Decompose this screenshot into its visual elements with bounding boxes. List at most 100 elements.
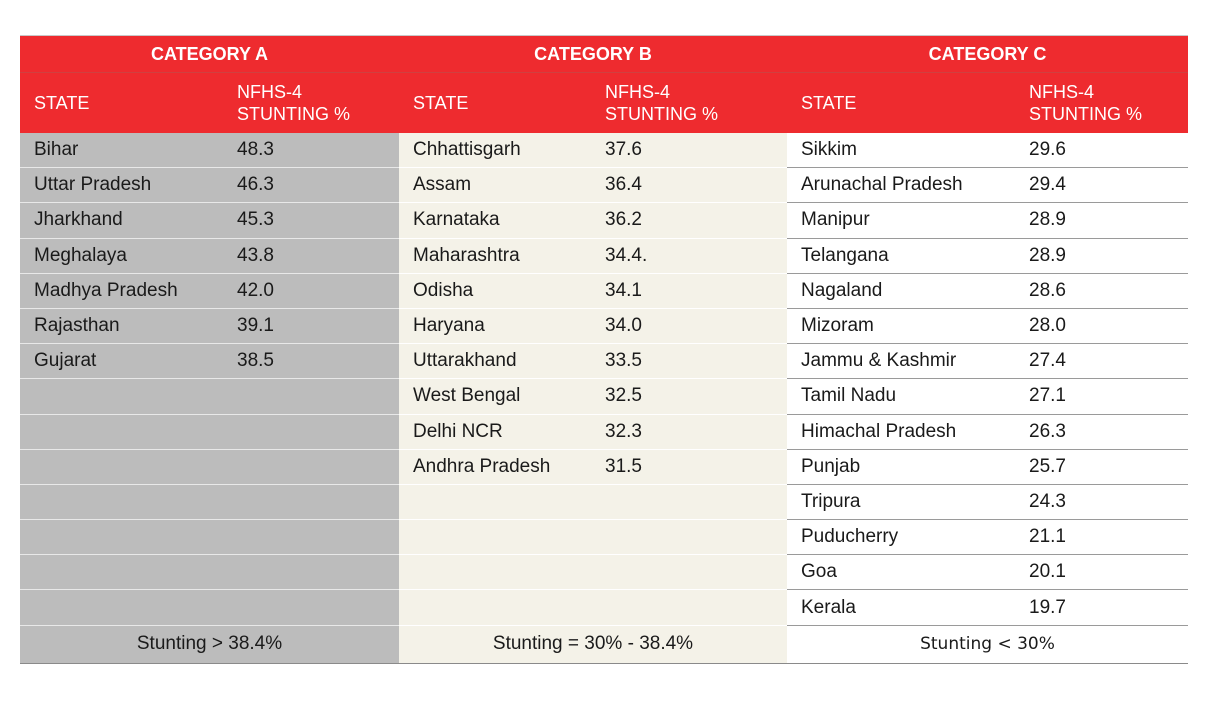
state-a-cell: Bihar <box>20 133 224 169</box>
col-header-stunting-a-line2: STUNTING % <box>237 104 351 124</box>
stunting-b-cell: 31.5 <box>592 449 787 485</box>
state-c-cell: Jammu & Kashmir <box>787 344 1015 380</box>
stunting-b-cell <box>592 590 787 626</box>
state-a-cell <box>20 484 224 521</box>
state-b-cell: Uttarakhand <box>399 344 592 380</box>
col-header-stunting-b-line2: STUNTING % <box>605 104 719 124</box>
state-b-cell <box>399 520 592 556</box>
table-row: Gujarat 38.5 Uttarakhand 33.5 Jammu & Kashmi… <box>20 344 1188 380</box>
state-b-cell <box>399 484 592 521</box>
state-c-cell: Goa <box>787 555 1015 591</box>
state-b-cell: Odisha <box>399 273 592 309</box>
table-row: Delhi NCR 32.3 Himachal Pradesh 26.3 <box>20 414 1188 450</box>
column-header-row: STATE NFHS-4 STUNTING % STATE NFHS-4 STUNT… <box>20 72 1188 133</box>
stunting-c-cell: 28.9 <box>1015 203 1188 239</box>
state-a-cell <box>20 379 224 415</box>
state-a-cell: Rajasthan <box>20 308 224 345</box>
state-a-cell <box>20 520 224 556</box>
stunting-c-cell: 26.3 <box>1015 414 1188 450</box>
state-a-cell: Jharkhand <box>20 203 224 239</box>
stunting-b-cell: 34.1 <box>592 273 787 309</box>
col-header-state-a: STATE <box>34 92 90 113</box>
category-a-title: CATEGORY A <box>150 43 268 64</box>
stunting-c-cell: 25.7 <box>1015 449 1188 485</box>
state-c-cell: Manipur <box>787 203 1015 239</box>
state-b-cell: Haryana <box>399 308 592 345</box>
stunting-c-cell: 29.4 <box>1015 168 1188 204</box>
table-row: West Bengal 32.5 Tamil Nadu 27.1 <box>20 379 1188 415</box>
stunting-a-cell <box>224 520 399 556</box>
stunting-b-cell: 33.5 <box>592 344 787 380</box>
state-c-cell: Himachal Pradesh <box>787 414 1015 450</box>
col-header-stunting-c-line2: STUNTING % <box>1029 104 1143 124</box>
stunting-c-cell: 27.4 <box>1015 344 1188 380</box>
col-header-state-b: STATE <box>413 92 469 113</box>
table-body: Bihar 48.3 Chhattisgarh 37.6 Sikkim 29.6 Uttar… <box>20 133 1188 626</box>
stunting-a-cell: 42.0 <box>224 273 399 309</box>
footer-row: Stunting > 38.4% Stunting = 30% - 38.4% … <box>20 625 1188 664</box>
stunting-b-cell: 32.5 <box>592 379 787 415</box>
table-row: Andhra Pradesh 31.5 Punjab 25.7 <box>20 449 1188 485</box>
state-c-cell: Tripura <box>787 484 1015 521</box>
footer-category-a: Stunting > 38.4% <box>20 625 399 663</box>
stunting-a-cell: 48.3 <box>224 133 399 169</box>
stunting-c-cell: 29.6 <box>1015 133 1188 169</box>
col-header-stunting-c-line1: NFHS-4 <box>1029 82 1095 102</box>
state-b-cell: Andhra Pradesh <box>399 449 592 485</box>
category-header-row: CATEGORY A CATEGORY B CATEGORY C <box>20 35 1188 72</box>
table-row: Uttar Pradesh 46.3 Assam 36.4 Arunachal Prad… <box>20 168 1188 204</box>
stunting-b-cell: 36.2 <box>592 203 787 239</box>
state-b-cell <box>399 555 592 591</box>
state-c-cell: Mizoram <box>787 308 1015 345</box>
stunting-c-cell: 21.1 <box>1015 520 1188 556</box>
state-a-cell <box>20 449 224 485</box>
stunting-b-cell <box>592 520 787 556</box>
stunting-b-cell: 36.4 <box>592 168 787 204</box>
table-row: Meghalaya 43.8 Maharashtra 34.4. Telangana 28… <box>20 238 1188 274</box>
stunting-a-cell <box>224 414 399 450</box>
stunting-c-cell: 28.6 <box>1015 273 1188 309</box>
stunting-a-cell: 38.5 <box>224 344 399 380</box>
stunting-table: CATEGORY A CATEGORY B CATEGORY C STATE N… <box>20 35 1188 664</box>
stunting-b-cell: 32.3 <box>592 414 787 450</box>
state-c-cell: Telangana <box>787 238 1015 274</box>
state-a-cell <box>20 414 224 450</box>
footer-category-c: Stunting < 30% <box>787 625 1188 663</box>
stunting-c-cell: 24.3 <box>1015 484 1188 521</box>
stunting-b-cell <box>592 555 787 591</box>
stunting-a-cell <box>224 484 399 521</box>
col-header-stunting-b: NFHS-4 STUNTING % <box>592 73 787 133</box>
stunting-b-cell: 34.0 <box>592 308 787 345</box>
table-row: Jharkhand 45.3 Karnataka 36.2 Manipur 28.9 <box>20 203 1188 239</box>
stunting-a-cell: 45.3 <box>224 203 399 239</box>
state-a-cell: Madhya Pradesh <box>20 273 224 309</box>
table-row: Kerala 19.7 <box>20 590 1188 626</box>
col-header-stunting-a: NFHS-4 STUNTING % <box>224 73 399 133</box>
stunting-b-cell: 37.6 <box>592 133 787 169</box>
state-a-cell <box>20 590 224 626</box>
stunting-a-cell: 43.8 <box>224 238 399 274</box>
state-b-cell: Karnataka <box>399 203 592 239</box>
state-c-cell: Nagaland <box>787 273 1015 309</box>
table-row: Madhya Pradesh 42.0 Odisha 34.1 Nagaland 28.6 <box>20 273 1188 309</box>
stunting-c-cell: 20.1 <box>1015 555 1188 591</box>
stunting-a-cell <box>224 379 399 415</box>
table-row: Goa 20.1 <box>20 555 1188 591</box>
state-c-cell: Sikkim <box>787 133 1015 169</box>
col-header-state-c: STATE <box>801 92 857 113</box>
stunting-a-cell: 46.3 <box>224 168 399 204</box>
footer-category-b: Stunting = 30% - 38.4% <box>399 625 787 663</box>
table-row: Tripura 24.3 <box>20 484 1188 521</box>
stunting-a-cell <box>224 590 399 626</box>
state-a-cell <box>20 555 224 591</box>
state-a-cell: Meghalaya <box>20 238 224 274</box>
category-c-title: CATEGORY C <box>928 43 1047 64</box>
state-c-cell: Kerala <box>787 590 1015 626</box>
stunting-c-cell: 27.1 <box>1015 379 1188 415</box>
stunting-b-cell <box>592 484 787 521</box>
table-row: Rajasthan 39.1 Haryana 34.0 Mizoram 28.0 <box>20 308 1188 345</box>
stunting-c-cell: 28.0 <box>1015 308 1188 345</box>
table-row: Puducherry 21.1 <box>20 520 1188 556</box>
state-c-cell: Punjab <box>787 449 1015 485</box>
state-b-cell: Chhattisgarh <box>399 133 592 169</box>
